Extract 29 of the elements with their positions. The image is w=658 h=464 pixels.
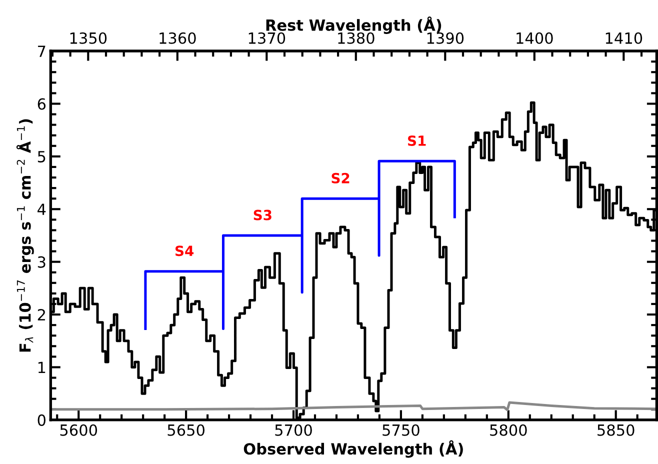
x-tick-label: 5650 bbox=[168, 424, 204, 436]
annotation: S1 bbox=[408, 135, 426, 146]
y-tick-label: 0 bbox=[38, 414, 46, 426]
x-tick-label: 5700 bbox=[275, 424, 312, 436]
x2-tick-label: 1360 bbox=[160, 32, 196, 44]
x-tick-label: 5800 bbox=[490, 424, 527, 436]
y-tick-label: 2 bbox=[38, 308, 45, 320]
y-tick-label: 3 bbox=[38, 256, 46, 268]
x-tick-label: 5850 bbox=[598, 424, 634, 436]
annotation: S2 bbox=[332, 172, 350, 184]
line-series bbox=[144, 160, 456, 330]
x-tick-label: 5750 bbox=[382, 424, 420, 436]
x-axis-title: Observed Wavelength (Å) bbox=[244, 440, 463, 458]
line-series bbox=[50, 401, 657, 412]
y-tick-label: 4 bbox=[38, 204, 46, 215]
annotation: S3 bbox=[254, 210, 272, 220]
x2-tick-label: 1410 bbox=[606, 32, 642, 44]
x2-tick-label: 1380 bbox=[338, 32, 374, 44]
x2-tick-label: 1370 bbox=[248, 32, 286, 44]
y-tick-label: 5 bbox=[38, 151, 46, 162]
x2-tick-label: 1350 bbox=[70, 32, 107, 44]
text: F$_{λ}$ (10$^{−17}$ ergs s$^{−1}$ cm$^{−2}$ Å$^{−1}$) bbox=[16, 119, 34, 352]
y-tick-label: 7 bbox=[38, 46, 46, 57]
y-tick-label: 6 bbox=[38, 98, 46, 110]
x-tick-label: 5600 bbox=[60, 424, 98, 436]
annotation: S4 bbox=[175, 246, 194, 256]
x2-tick-label: 1390 bbox=[427, 32, 464, 44]
x2-tick-label: 1400 bbox=[516, 32, 553, 44]
y-tick-label: 1 bbox=[38, 362, 46, 374]
